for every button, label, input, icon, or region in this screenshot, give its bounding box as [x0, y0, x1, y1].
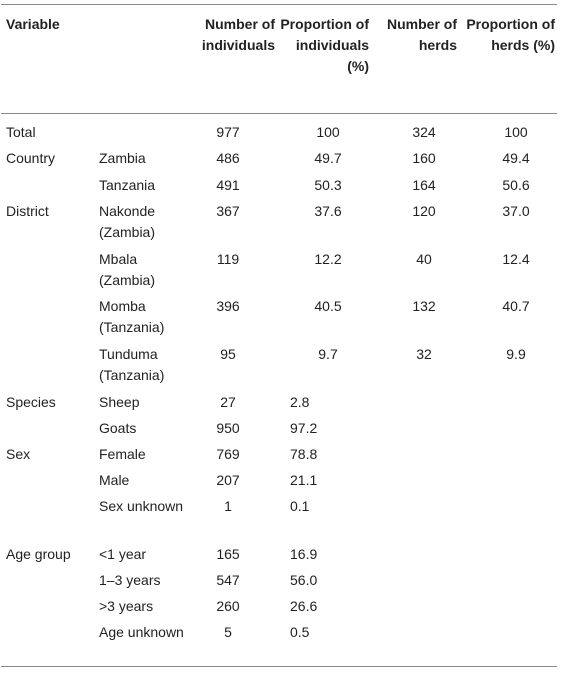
row-subcategory: Sex unknown: [99, 498, 184, 514]
header-variable: Variable: [6, 16, 60, 32]
row-number-individuals: 367: [216, 203, 240, 219]
row-number-herds: 40: [416, 251, 432, 267]
row-variable: Total: [6, 124, 36, 140]
row-subcategory: Goats: [99, 420, 137, 436]
table-row: 1–3 years 547 56.0: [1, 566, 557, 592]
row-number-individuals: 5: [224, 624, 232, 640]
row-variable: Country: [6, 150, 56, 166]
row-number-individuals: 396: [216, 298, 240, 314]
row-variable: District: [6, 203, 49, 219]
row-number-herds: 164: [412, 177, 436, 193]
table-row: Age group <1 year 165 16.9: [1, 540, 557, 566]
row-variable: Species: [6, 394, 56, 410]
row-proportion-herds: 50.6: [502, 177, 530, 193]
row-proportion-individuals: 26.6: [290, 598, 318, 614]
row-number-herds: 32: [416, 346, 432, 362]
table-row: District Nakonde (Zambia) 367 37.6 120 37.0: [1, 197, 557, 245]
header-number-individuals: Number of individuals: [201, 16, 275, 53]
row-subcategory: Zambia: [99, 150, 146, 166]
row-subcategory: >3 years: [99, 598, 154, 614]
row-subcategory: Tanzania: [99, 177, 156, 193]
row-subcategory: 1–3 years: [99, 572, 161, 588]
row-proportion-individuals: 0.5: [290, 624, 310, 640]
table-row: Momba (Tanzania) 396 40.5 132 40.7: [1, 292, 557, 340]
row-subcategory: Age unknown: [99, 624, 184, 640]
row-number-individuals: 95: [220, 346, 236, 362]
row-number-individuals: 119: [216, 251, 240, 267]
row-number-individuals: 769: [216, 446, 240, 462]
row-subcategory: Female: [99, 446, 146, 462]
row-subcategory: Nakonde (Zambia): [99, 203, 156, 240]
table-row: Male 207 21.1: [1, 466, 557, 492]
row-proportion-individuals: 100: [316, 124, 340, 140]
table-row: Species Sheep 27 2.8: [1, 388, 557, 414]
row-proportion-herds: 37.0: [502, 203, 530, 219]
row-subcategory: Momba (Tanzania): [99, 298, 165, 335]
row-proportion-individuals: 97.2: [290, 420, 318, 436]
row-proportion-individuals: 12.2: [314, 251, 342, 267]
row-proportion-herds: 40.7: [502, 298, 530, 314]
header-proportion-individuals: Proportion of individuals (%): [280, 16, 369, 74]
row-subcategory: <1 year: [99, 546, 147, 562]
table-row: Tanzania 491 50.3 164 50.6: [1, 171, 557, 197]
table-row: Sex Female 769 78.8: [1, 440, 557, 466]
table-header: Variable Number of individuals Proportio…: [1, 5, 557, 114]
row-number-individuals: 547: [216, 572, 240, 588]
row-number-individuals: 950: [216, 420, 240, 436]
row-variable: Sex: [6, 446, 31, 462]
row-proportion-individuals: 0.1: [290, 498, 310, 514]
row-proportion-individuals: 50.3: [314, 177, 342, 193]
row-number-individuals: 27: [220, 394, 236, 410]
row-proportion-herds: 49.4: [502, 150, 530, 166]
data-table: Variable Number of individuals Proportio…: [1, 4, 557, 667]
row-proportion-individuals: 21.1: [290, 472, 318, 488]
row-proportion-herds: 100: [504, 124, 528, 140]
table-body: Total 977 100 324 100 Country Zambia 486 49.7 160…: [1, 114, 557, 666]
row-proportion-individuals: 16.9: [290, 546, 318, 562]
table-row: Mbala (Zambia) 119 12.2 40 12.4: [1, 245, 557, 292]
row-proportion-individuals: 78.8: [290, 446, 318, 462]
row-number-herds: 160: [412, 150, 436, 166]
row-number-individuals: 1: [224, 498, 232, 514]
header-proportion-herds: Proportion of herds (%): [466, 16, 555, 53]
table-row: Tunduma (Tanzania) 95 9.7 32 9.9: [1, 340, 557, 388]
table-row: Goats 950 97.2: [1, 414, 557, 440]
row-subcategory: Male: [99, 472, 130, 488]
row-variable: Age group: [6, 546, 71, 562]
row-number-individuals: 207: [216, 472, 240, 488]
row-proportion-individuals: 2.8: [290, 394, 310, 410]
row-number-herds: 132: [412, 298, 436, 314]
row-subcategory: Tunduma (Tanzania): [99, 346, 165, 383]
row-proportion-individuals: 9.7: [318, 346, 338, 362]
table-row: >3 years 260 26.6: [1, 592, 557, 618]
row-proportion-herds: 12.4: [502, 251, 530, 267]
table-row: Sex unknown 1 0.1: [1, 492, 557, 540]
row-number-individuals: 165: [216, 546, 240, 562]
table-row: Country Zambia 486 49.7 160 49.4: [1, 144, 557, 171]
table-row: Total 977 100 324 100: [1, 114, 557, 144]
row-number-individuals: 260: [216, 598, 240, 614]
row-number-herds: 324: [412, 124, 436, 140]
row-number-individuals: 977: [216, 124, 240, 140]
row-subcategory: Mbala (Zambia): [99, 251, 156, 288]
row-number-individuals: 486: [216, 150, 240, 166]
row-proportion-individuals: 40.5: [314, 298, 342, 314]
row-number-herds: 120: [412, 203, 436, 219]
row-proportion-individuals: 37.6: [314, 203, 342, 219]
row-proportion-individuals: 56.0: [290, 572, 318, 588]
row-number-individuals: 491: [216, 177, 240, 193]
row-proportion-herds: 9.9: [506, 346, 526, 362]
table-row: Age unknown 5 0.5: [1, 618, 557, 666]
header-number-herds: Number of herds: [387, 16, 457, 53]
row-proportion-individuals: 49.7: [314, 150, 342, 166]
row-subcategory: Sheep: [99, 394, 140, 410]
